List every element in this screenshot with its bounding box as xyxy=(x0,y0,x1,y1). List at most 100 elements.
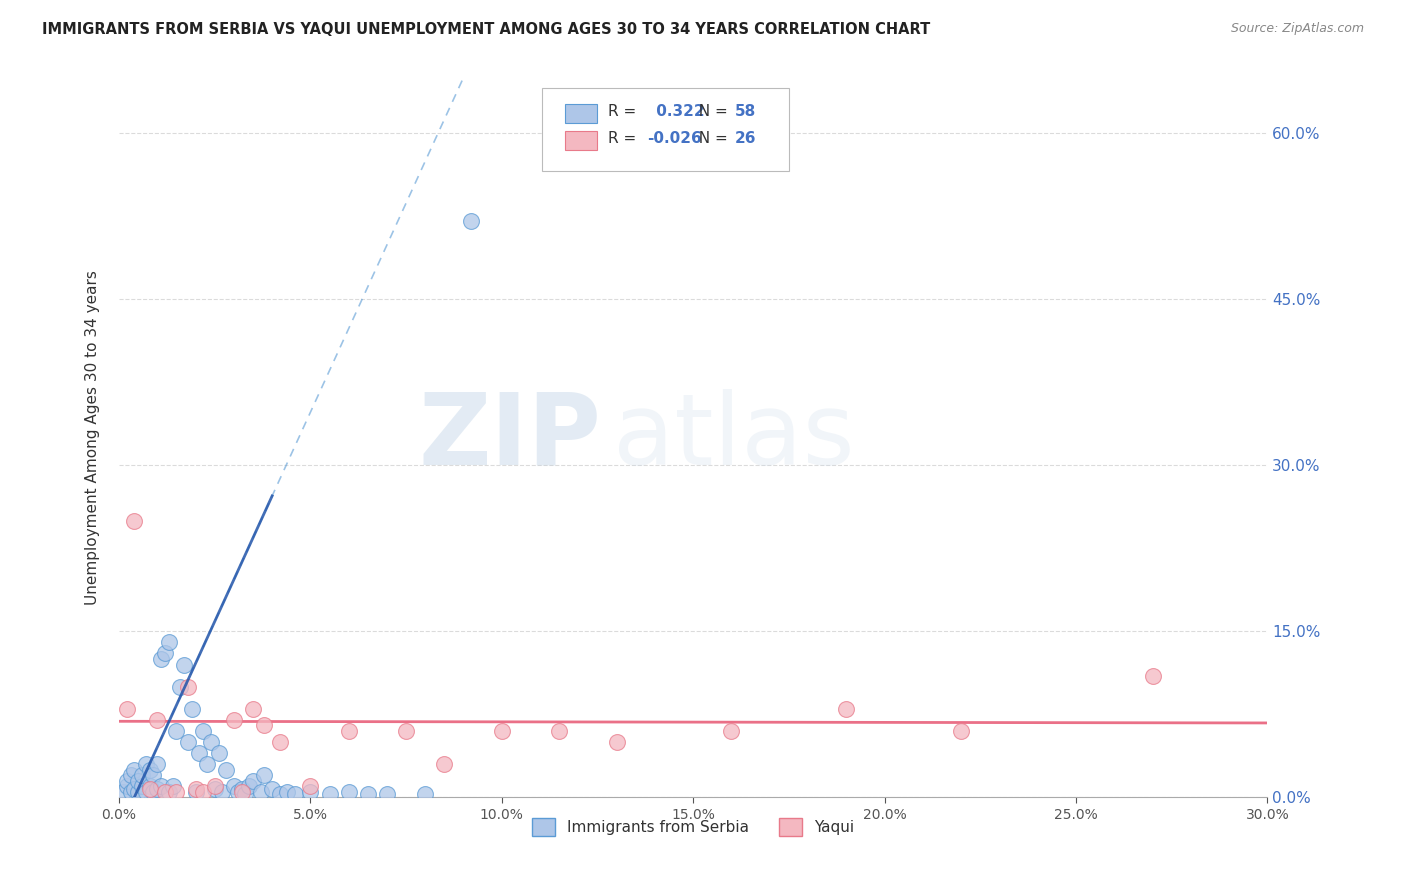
Text: R =: R = xyxy=(609,131,641,146)
Point xyxy=(269,735,291,749)
Point xyxy=(150,652,173,666)
Point xyxy=(173,657,195,672)
Point xyxy=(242,702,264,716)
Point xyxy=(491,723,513,738)
Text: N =: N = xyxy=(689,103,733,119)
Point xyxy=(142,785,165,799)
Point xyxy=(276,785,298,799)
Point xyxy=(235,787,257,801)
Point xyxy=(204,780,226,794)
Point xyxy=(835,702,858,716)
Point xyxy=(318,787,340,801)
Point xyxy=(262,781,284,796)
Text: 26: 26 xyxy=(734,131,756,146)
Point xyxy=(138,780,160,794)
Point xyxy=(115,780,138,794)
Point xyxy=(253,768,276,782)
Point xyxy=(166,785,188,799)
Point xyxy=(135,785,157,799)
Point xyxy=(169,680,191,694)
Point xyxy=(413,787,436,801)
FancyBboxPatch shape xyxy=(565,131,596,150)
Point xyxy=(299,780,322,794)
Point xyxy=(195,757,218,772)
Point xyxy=(284,787,307,801)
Point xyxy=(226,785,249,799)
Point xyxy=(337,785,360,799)
Text: -0.026: -0.026 xyxy=(647,131,702,146)
Text: ZIP: ZIP xyxy=(419,389,602,486)
Point xyxy=(180,702,202,716)
Point xyxy=(157,635,180,649)
Point xyxy=(231,785,253,799)
Point xyxy=(120,768,142,782)
FancyBboxPatch shape xyxy=(565,104,596,123)
Text: N =: N = xyxy=(689,131,733,146)
Point xyxy=(124,781,146,796)
Point xyxy=(433,757,456,772)
FancyBboxPatch shape xyxy=(541,88,789,171)
Point xyxy=(153,647,176,661)
Point xyxy=(153,785,176,799)
Point xyxy=(357,787,380,801)
Point xyxy=(211,785,233,799)
Point xyxy=(299,785,322,799)
Point xyxy=(157,785,180,799)
Point xyxy=(253,718,276,732)
Text: 58: 58 xyxy=(734,103,756,119)
Point xyxy=(146,757,169,772)
Point xyxy=(950,723,973,738)
Point xyxy=(111,785,134,799)
Point xyxy=(231,781,253,796)
Text: Source: ZipAtlas.com: Source: ZipAtlas.com xyxy=(1230,22,1364,36)
Point xyxy=(177,735,200,749)
Point xyxy=(204,781,226,796)
Point xyxy=(395,723,418,738)
Point xyxy=(193,785,215,799)
Point xyxy=(184,785,207,799)
Point xyxy=(337,723,360,738)
Point xyxy=(222,713,245,727)
Point xyxy=(115,702,138,716)
Point xyxy=(548,723,571,738)
Point xyxy=(127,785,149,799)
Text: IMMIGRANTS FROM SERBIA VS YAQUI UNEMPLOYMENT AMONG AGES 30 TO 34 YEARS CORRELATI: IMMIGRANTS FROM SERBIA VS YAQUI UNEMPLOY… xyxy=(42,22,931,37)
Point xyxy=(115,773,138,788)
Point xyxy=(166,723,188,738)
Point xyxy=(460,214,482,228)
Point xyxy=(150,780,173,794)
Y-axis label: Unemployment Among Ages 30 to 34 years: Unemployment Among Ages 30 to 34 years xyxy=(86,270,100,605)
Point xyxy=(375,787,398,801)
Point xyxy=(188,746,211,760)
Point xyxy=(138,763,160,777)
Point xyxy=(249,785,271,799)
Legend: Immigrants from Serbia, Yaqui: Immigrants from Serbia, Yaqui xyxy=(524,810,862,844)
Text: R =: R = xyxy=(609,103,641,119)
Point xyxy=(124,514,146,528)
Point xyxy=(177,680,200,694)
Point xyxy=(184,781,207,796)
Point xyxy=(146,713,169,727)
Point xyxy=(606,735,628,749)
Point xyxy=(124,763,146,777)
Point xyxy=(207,746,229,760)
Point xyxy=(222,780,245,794)
Point xyxy=(131,768,153,782)
Text: atlas: atlas xyxy=(613,389,855,486)
Point xyxy=(1142,668,1164,682)
Point xyxy=(162,780,184,794)
Point xyxy=(120,785,142,799)
Point xyxy=(242,773,264,788)
Point xyxy=(238,780,260,794)
Point xyxy=(193,723,215,738)
Point xyxy=(269,787,291,801)
Point xyxy=(138,781,160,796)
Point xyxy=(127,773,149,788)
Point xyxy=(146,781,169,796)
Point xyxy=(131,780,153,794)
Text: 0.322: 0.322 xyxy=(651,103,704,119)
Point xyxy=(142,768,165,782)
Point xyxy=(215,763,238,777)
Point xyxy=(200,735,222,749)
Point xyxy=(135,757,157,772)
